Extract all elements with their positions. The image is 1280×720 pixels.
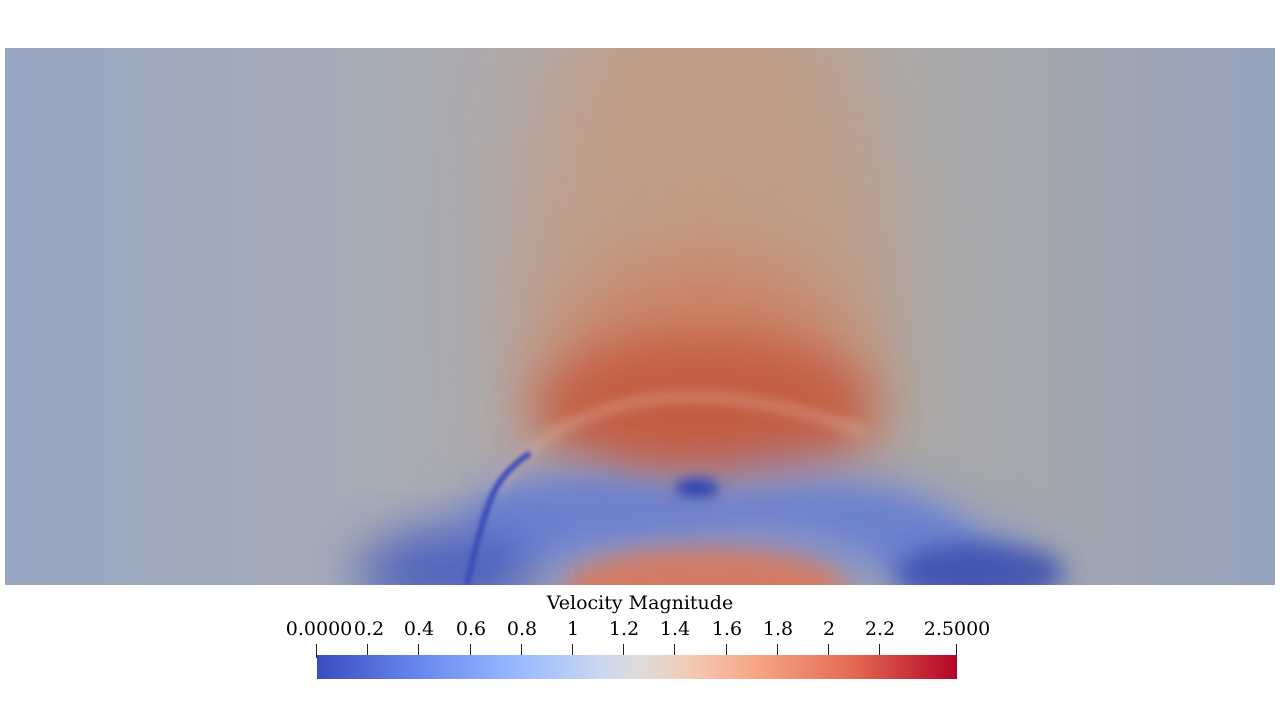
render-viewport[interactable] [5, 48, 1275, 585]
legend-tick-label: 2.5000 [923, 618, 991, 640]
lower-warm-band [565, 548, 845, 585]
legend-tick-label: 1.6 [711, 618, 743, 640]
high-velocity-band [535, 338, 875, 478]
legend-tick-label: 0.4 [403, 618, 435, 640]
legend-tick-mark [956, 644, 957, 658]
legend-tick-mark [726, 644, 727, 658]
legend-tick-label: 0.6 [455, 618, 487, 640]
legend-tick-label: 1 [566, 618, 580, 640]
legend-tick-mark [674, 644, 675, 658]
left-stagnation-zone [355, 533, 535, 585]
legend-tick-mark [418, 644, 419, 658]
legend-tick-mark [572, 644, 573, 658]
legend-tick-mark [828, 644, 829, 658]
interface-dark-edge [464, 450, 532, 585]
legend-tick-label: 0.2 [353, 618, 385, 640]
legend-tick-mark [367, 644, 368, 658]
legend-tick-mark [521, 644, 522, 658]
legend-tick-label: 2 [822, 618, 836, 640]
legend-tick-label: 1.8 [762, 618, 794, 640]
legend-tick-label: 1.2 [608, 618, 640, 640]
color-bar [317, 655, 957, 679]
legend-tick-mark [316, 644, 317, 658]
vortex-core [675, 478, 719, 498]
low-velocity-wings [475, 479, 1005, 585]
legend-tick-mark [623, 644, 624, 658]
legend-tick-mark [470, 644, 471, 658]
legend-tick-mark [879, 644, 880, 658]
legend-tick-label: 0.8 [506, 618, 538, 640]
velocity-field-render [5, 48, 1275, 585]
interface-arc [492, 394, 867, 490]
legend-tick-label: 0.0000 [285, 618, 353, 640]
right-stagnation-zone [895, 543, 1065, 585]
legend-title: Velocity Magnitude [546, 592, 734, 614]
legend-tick-label: 2.2 [864, 618, 896, 640]
legend-tick-label: 1.4 [659, 618, 691, 640]
legend-tick-mark [777, 644, 778, 658]
